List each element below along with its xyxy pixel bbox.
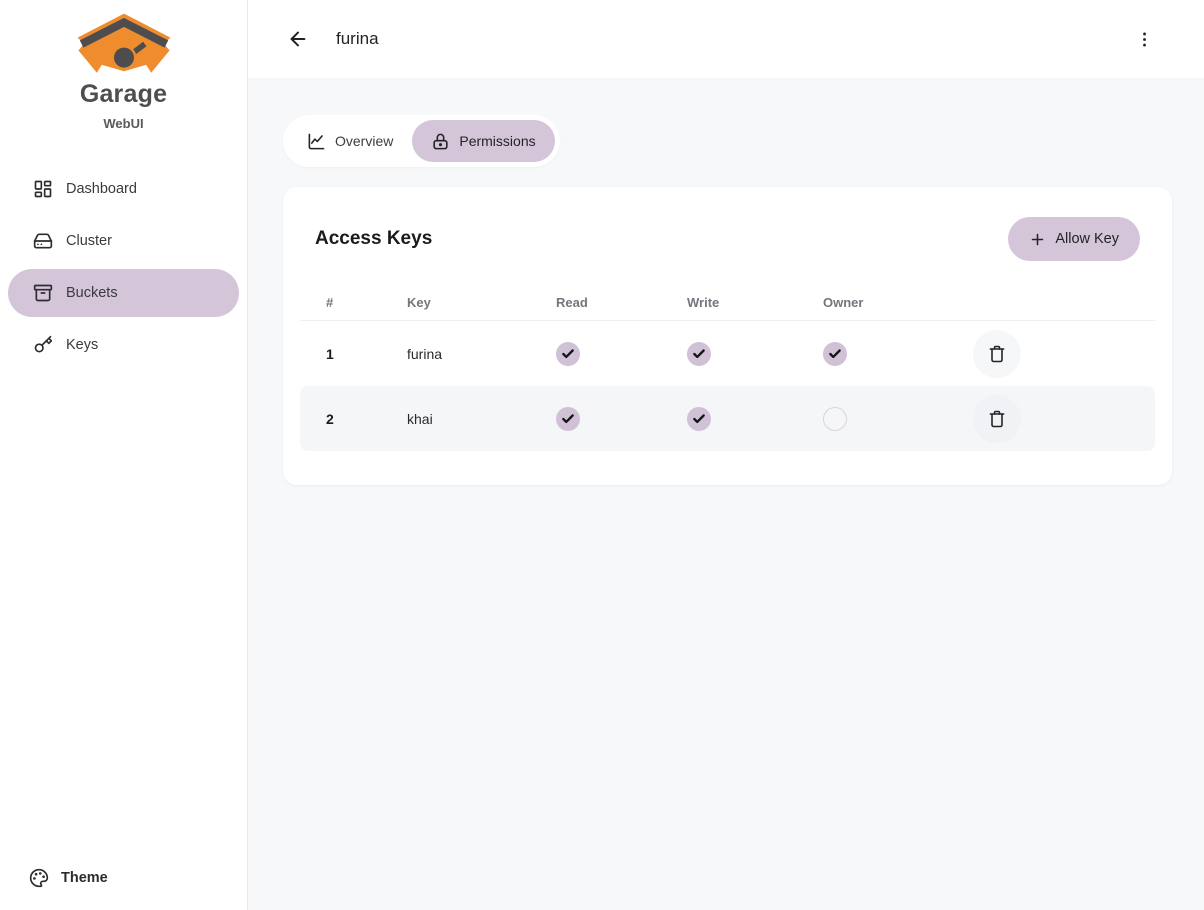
theme-label: Theme [61, 870, 108, 886]
page-header: furina [248, 0, 1204, 78]
check-icon [829, 348, 841, 358]
table-row: 2 khai [300, 386, 1155, 451]
sidebar-item-dashboard[interactable]: Dashboard [8, 165, 239, 213]
table-header-row: # Key Read Write Owner [300, 285, 1155, 321]
allow-key-button[interactable]: Allow Key [1008, 217, 1140, 261]
sidebar-item-label: Buckets [66, 285, 118, 301]
kebab-menu-icon [1135, 30, 1154, 49]
write-checkbox[interactable] [687, 406, 711, 431]
check-icon [693, 348, 705, 358]
plus-icon [1029, 231, 1046, 248]
owner-checkbox[interactable] [823, 406, 847, 431]
main-area: furina Overview Permissions [248, 0, 1204, 910]
sidebar-item-cluster[interactable]: Cluster [8, 217, 239, 265]
tab-overview[interactable]: Overview [288, 120, 412, 162]
sidebar: Garage WebUI Dashboard Cluster Buckets [0, 0, 248, 910]
content-area: Overview Permissions Access Keys Allow K… [248, 78, 1204, 910]
tab-label: Overview [335, 133, 394, 149]
sidebar-item-keys[interactable]: Keys [8, 321, 239, 369]
card-title: Access Keys [315, 228, 433, 249]
sidebar-item-label: Dashboard [66, 181, 137, 197]
col-header-index: # [326, 295, 334, 310]
line-chart-icon [307, 132, 326, 151]
sidebar-spacer [8, 369, 239, 860]
check-icon [562, 348, 574, 358]
app-title: Garage [79, 80, 168, 108]
sidebar-item-label: Keys [66, 337, 99, 353]
back-arrow-icon [287, 28, 309, 50]
read-checkbox[interactable] [556, 406, 580, 431]
trash-icon [987, 344, 1007, 364]
app-subtitle: WebUI [103, 116, 144, 131]
col-header-owner: Owner [823, 295, 864, 310]
access-keys-card: Access Keys Allow Key # Key Read Write O… [283, 187, 1172, 485]
check-icon [562, 413, 574, 423]
sidebar-item-buckets[interactable]: Buckets [8, 269, 239, 317]
row-index: 1 [326, 345, 334, 362]
owner-checkbox[interactable] [823, 341, 847, 366]
app-logo: Garage WebUI [8, 10, 239, 131]
table-row: 1 furina [300, 321, 1155, 386]
page-title: furina [336, 29, 379, 48]
row-index: 2 [326, 410, 334, 427]
allow-key-label: Allow Key [1055, 231, 1119, 247]
lock-icon [431, 132, 450, 151]
sidebar-item-label: Cluster [66, 233, 112, 249]
more-options-button[interactable] [1130, 25, 1158, 53]
cluster-icon [33, 231, 53, 251]
trash-icon [987, 409, 1007, 429]
row-actions [971, 329, 1155, 378]
col-header-read: Read [556, 295, 588, 310]
delete-key-button[interactable] [973, 394, 1021, 443]
card-header: Access Keys Allow Key [315, 217, 1140, 261]
row-actions [971, 394, 1155, 443]
delete-key-button[interactable] [973, 329, 1021, 378]
keys-icon [33, 335, 53, 355]
buckets-icon [33, 283, 53, 303]
garage-logo-icon [77, 13, 170, 73]
check-icon [693, 413, 705, 423]
sidebar-nav: Dashboard Cluster Buckets Keys [8, 165, 239, 369]
access-keys-table: # Key Read Write Owner 1 furina [300, 285, 1155, 451]
read-checkbox[interactable] [556, 341, 580, 366]
write-checkbox[interactable] [687, 341, 711, 366]
tab-permissions[interactable]: Permissions [412, 120, 555, 162]
palette-icon [29, 868, 49, 888]
back-button[interactable] [284, 25, 312, 53]
row-key-name: furina [407, 345, 443, 362]
theme-button[interactable]: Theme [8, 860, 239, 896]
row-key-name: khai [407, 410, 433, 427]
tab-label: Permissions [459, 133, 536, 149]
tab-bar: Overview Permissions [283, 115, 560, 167]
dashboard-icon [33, 179, 53, 199]
col-header-write: Write [687, 295, 720, 310]
col-header-key: Key [407, 295, 431, 310]
